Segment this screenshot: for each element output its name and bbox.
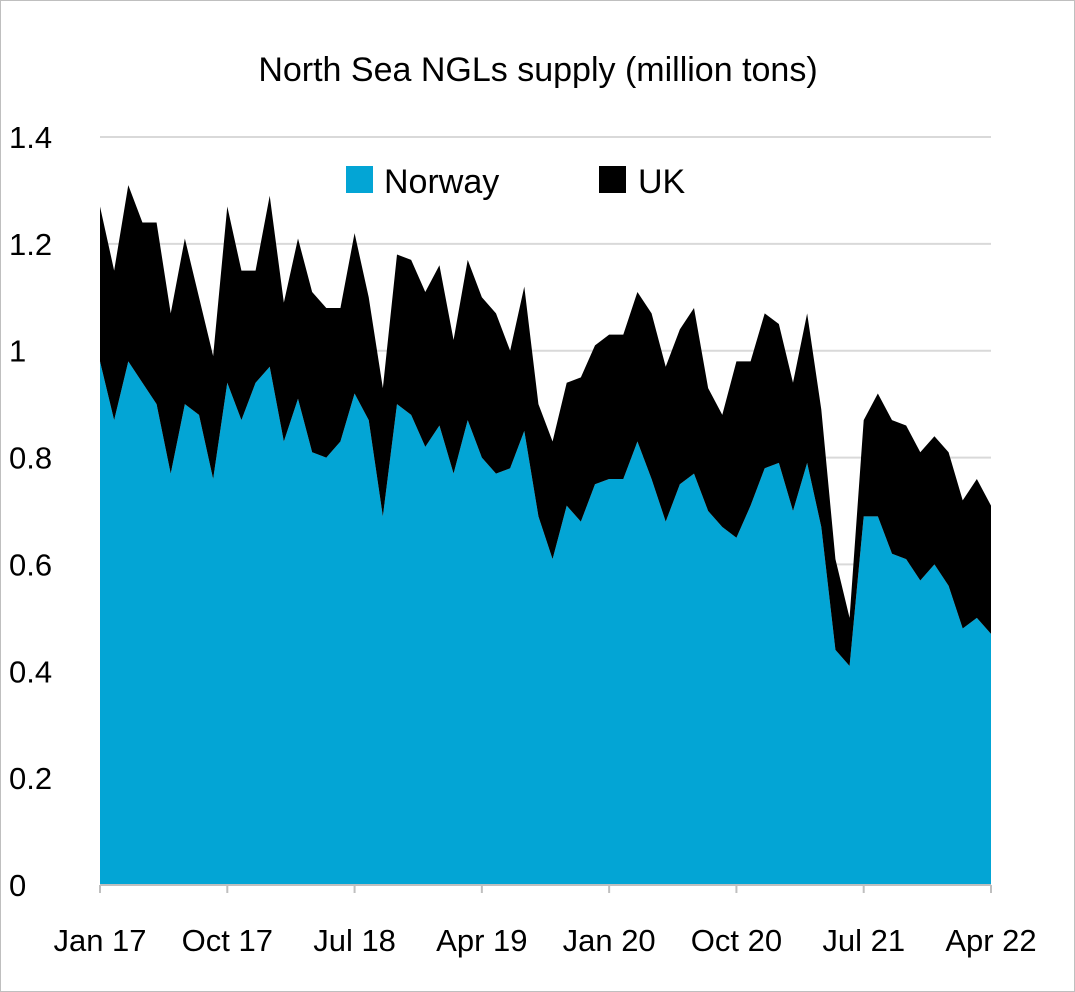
x-tick-label: Oct 17 (182, 923, 273, 958)
x-tick-label: Jul 18 (313, 923, 396, 958)
x-tick-label: Jan 17 (53, 923, 146, 958)
x-tick-label: Jul 21 (822, 923, 905, 958)
legend-swatch-uk (599, 166, 626, 193)
y-tick-label: 0.2 (9, 761, 52, 796)
x-tick-label: Oct 20 (691, 923, 782, 958)
axes: 0 0.2 0.4 0.6 0.8 1 1.2 1.4 Jan 17 Oct 17 Jul 18 Ap… (9, 120, 1037, 958)
y-tick-label: 1.4 (9, 120, 52, 155)
legend-label-uk: UK (638, 163, 686, 201)
area-uk (100, 185, 991, 666)
y-tick-label: 0.8 (9, 441, 52, 476)
x-tick-label: Jan 20 (563, 923, 656, 958)
legend-swatch-norway (346, 166, 373, 193)
y-tick-label: 1 (9, 334, 26, 369)
legend: Norway UK (346, 163, 686, 201)
legend-label-norway: Norway (384, 163, 499, 201)
y-tick-label: 1.2 (9, 227, 52, 262)
chart-title: North Sea NGLs supply (million tons) (258, 51, 817, 89)
y-tick-label: 0 (9, 868, 26, 903)
y-tick-label: 0.6 (9, 547, 52, 582)
area-norway (100, 361, 991, 885)
areas (100, 185, 991, 885)
x-tick-label: Apr 19 (436, 923, 527, 958)
y-tick-label: 0.4 (9, 654, 52, 689)
x-tick-label: Apr 22 (945, 923, 1036, 958)
